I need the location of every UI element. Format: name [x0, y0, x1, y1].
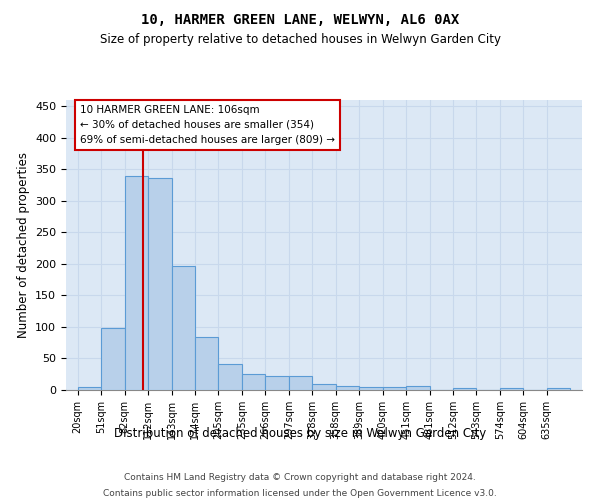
Bar	[195, 337, 218, 390]
Text: Size of property relative to detached houses in Welwyn Garden City: Size of property relative to detached ho…	[100, 32, 500, 46]
Bar	[289, 376, 312, 390]
Bar	[336, 386, 359, 390]
Bar	[547, 388, 570, 390]
Bar	[500, 388, 523, 390]
Text: 10 HARMER GREEN LANE: 106sqm
← 30% of detached houses are smaller (354)
69% of s: 10 HARMER GREEN LANE: 106sqm ← 30% of de…	[80, 105, 335, 144]
Bar	[148, 178, 172, 390]
Bar	[101, 328, 125, 390]
Bar	[312, 384, 336, 390]
Bar	[265, 376, 289, 390]
Bar	[242, 374, 265, 390]
Bar	[383, 388, 406, 390]
Text: Contains HM Land Registry data © Crown copyright and database right 2024.: Contains HM Land Registry data © Crown c…	[124, 472, 476, 482]
Bar	[406, 386, 430, 390]
Text: Contains public sector information licensed under the Open Government Licence v3: Contains public sector information licen…	[103, 489, 497, 498]
Y-axis label: Number of detached properties: Number of detached properties	[17, 152, 29, 338]
Bar	[78, 387, 101, 390]
Bar	[125, 176, 148, 390]
Bar	[172, 266, 195, 390]
Text: Distribution of detached houses by size in Welwyn Garden City: Distribution of detached houses by size …	[114, 428, 486, 440]
Bar	[453, 388, 476, 390]
Text: 10, HARMER GREEN LANE, WELWYN, AL6 0AX: 10, HARMER GREEN LANE, WELWYN, AL6 0AX	[141, 12, 459, 26]
Bar	[218, 364, 242, 390]
Bar	[359, 388, 383, 390]
